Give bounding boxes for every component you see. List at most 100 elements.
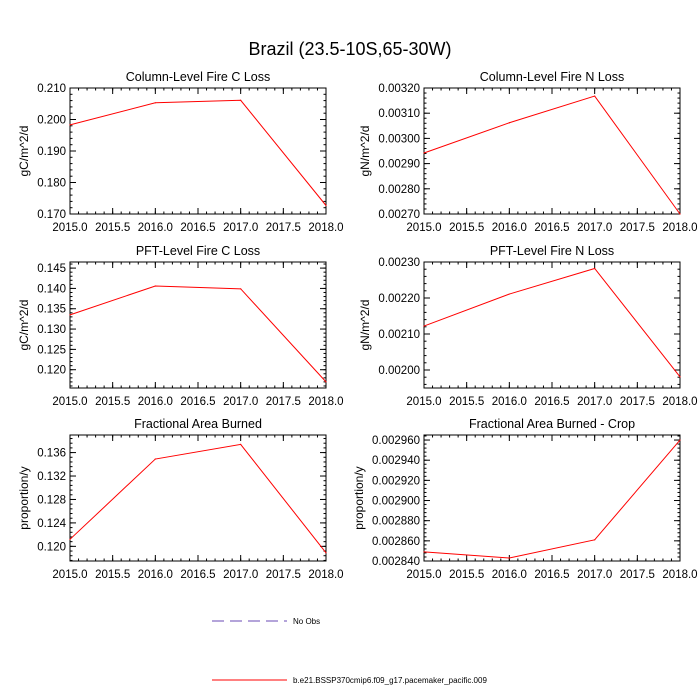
data-point (69, 538, 71, 540)
data-point (154, 458, 156, 460)
x-tick-label: 2015.5 (95, 569, 130, 581)
y-tick-label: 0.002880 (372, 516, 420, 528)
x-tick-label: 2018.0 (308, 396, 343, 408)
x-tick-label: 2017.5 (620, 222, 655, 234)
x-tick-label: 2016.0 (138, 222, 173, 234)
panel-title: Fractional Area Burned - Crop (469, 417, 635, 431)
y-tick-label: 0.002840 (372, 556, 420, 568)
data-point (594, 267, 596, 270)
x-tick-label: 2016.5 (534, 396, 569, 408)
chart-panel-1: Column-Level Fire C Loss 2015.0 2015.5 2016… (17, 70, 344, 234)
x-tick-label: 2018.0 (308, 222, 343, 234)
x-tick-label: 2015.0 (52, 396, 87, 408)
data-point (508, 122, 510, 124)
y-tick-label: 0.170 (37, 209, 66, 221)
y-tick-label: 0.002860 (372, 536, 420, 548)
chart-panel-2: Column-Level Fire N Loss 2015.0 2015.5 2016… (358, 70, 697, 234)
figure-title: Brazil (23.5-10S,65-30W) (248, 39, 451, 59)
data-point (325, 204, 327, 207)
x-tick-label: 2018.0 (308, 569, 343, 581)
plot-frame (69, 434, 327, 562)
x-tick-label: 2016.5 (534, 222, 569, 234)
x-tick-label: 2017.5 (620, 396, 655, 408)
y-axis-label: proportion/y (17, 466, 31, 529)
x-tick-label: 2016.5 (180, 396, 215, 408)
data-point (679, 439, 681, 441)
y-tick-label: 0.002940 (372, 455, 420, 467)
legend-label: No Obs (293, 617, 320, 626)
data-point (154, 102, 156, 104)
y-tick-label: 0.00310 (378, 108, 420, 120)
panel-title: PFT-Level Fire C Loss (136, 244, 260, 258)
panel-title: Column-Level Fire C Loss (126, 70, 271, 84)
y-tick-label: 0.00290 (378, 159, 420, 171)
x-tick-label: 2017.0 (577, 569, 612, 581)
data-point (679, 376, 681, 378)
chart-panel-4: PFT-Level Fire N Loss 2015.0 2015.5 2016.0 2… (358, 244, 697, 408)
chart-panels: Column-Level Fire C Loss 2015.0 2015.5 2016… (17, 70, 698, 581)
plot-frame (423, 87, 681, 215)
chart-panel-3: PFT-Level Fire C Loss 2015.0 2015.5 2016.0 2… (17, 244, 344, 408)
y-tick-label: 0.132 (37, 471, 66, 483)
x-tick-label: 2016.5 (180, 222, 215, 234)
x-tick-label: 2015.0 (52, 222, 87, 234)
data-point (423, 551, 425, 553)
y-axis-label: gN/m^2/d (358, 300, 372, 351)
x-tick-label: 2015.0 (406, 222, 441, 234)
x-tick-label: 2016.5 (534, 569, 569, 581)
data-point (240, 288, 242, 290)
panel-title: Column-Level Fire N Loss (480, 70, 625, 84)
y-tick-label: 0.140 (37, 283, 66, 295)
data-point (69, 314, 71, 316)
y-axis-label: proportion/y (352, 466, 366, 529)
x-tick-label: 2015.0 (52, 569, 87, 581)
data-point (325, 381, 327, 383)
y-axis-label: gC/m^2/d (17, 300, 31, 351)
y-tick-label: 0.00220 (378, 293, 420, 305)
data-point (69, 124, 71, 126)
y-tick-label: 0.00270 (378, 209, 420, 221)
series-line (423, 95, 681, 215)
x-tick-label: 2015.5 (95, 222, 130, 234)
y-tick-label: 0.125 (37, 344, 66, 356)
panel-title: Fractional Area Burned (134, 417, 262, 431)
x-tick-label: 2016.0 (492, 396, 527, 408)
y-tick-label: 0.124 (37, 518, 66, 530)
data-point (423, 325, 425, 327)
x-tick-label: 2017.5 (266, 569, 301, 581)
x-tick-label: 2016.0 (138, 396, 173, 408)
series-line (69, 99, 327, 206)
y-tick-label: 0.136 (37, 448, 66, 460)
x-tick-label: 2017.0 (223, 569, 258, 581)
x-tick-label: 2015.0 (406, 569, 441, 581)
y-tick-label: 0.180 (37, 178, 66, 190)
data-point (679, 213, 681, 215)
x-tick-label: 2017.0 (577, 222, 612, 234)
y-axis-label: gC/m^2/d (17, 126, 31, 177)
x-tick-label: 2015.0 (406, 396, 441, 408)
chart-panel-6: Fractional Area Burned - Crop 2015.0 2015.… (352, 417, 698, 581)
y-tick-label: 0.120 (37, 365, 66, 377)
plot-frame (69, 87, 327, 215)
x-tick-label: 2017.5 (266, 222, 301, 234)
x-tick-label: 2016.0 (492, 222, 527, 234)
legend-entry: No Obs (212, 617, 320, 626)
series-line (423, 439, 681, 559)
x-tick-label: 2016.5 (180, 569, 215, 581)
x-tick-label: 2016.0 (492, 569, 527, 581)
y-tick-label: 0.002960 (372, 435, 420, 447)
x-tick-label: 2015.5 (449, 222, 484, 234)
x-tick-label: 2018.0 (662, 222, 697, 234)
y-tick-label: 0.00230 (378, 257, 420, 269)
data-point (240, 443, 242, 445)
plot-frame (69, 261, 327, 389)
y-tick-label: 0.210 (37, 83, 66, 95)
y-tick-label: 0.135 (37, 304, 66, 316)
y-tick-label: 0.00320 (378, 83, 420, 95)
data-point (240, 99, 242, 101)
x-tick-label: 2017.0 (223, 396, 258, 408)
y-tick-label: 0.190 (37, 146, 66, 158)
y-tick-label: 0.128 (37, 494, 66, 506)
y-tick-label: 0.00280 (378, 184, 420, 196)
